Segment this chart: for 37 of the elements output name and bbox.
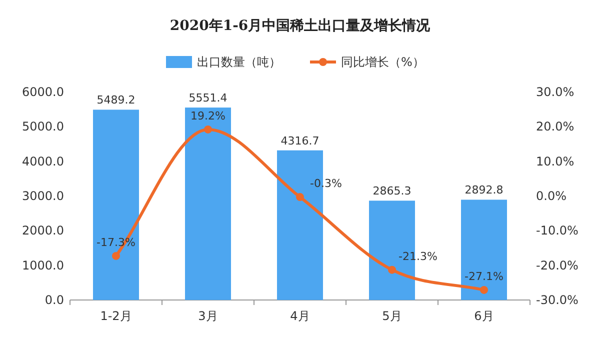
x-tick-label: 5月 <box>382 309 402 323</box>
y-tick-label: 4000.0 <box>22 154 64 168</box>
y2-tick-label: 30.0% <box>536 85 574 99</box>
point <box>204 125 212 134</box>
bar <box>93 110 139 300</box>
legend-label: 出口数量（吨） <box>197 55 281 69</box>
chart-title: 2020年1-6月中国稀土出口量及增长情况 <box>170 18 432 34</box>
data-label: 19.2% <box>190 109 226 122</box>
bar <box>185 108 231 300</box>
x-tick-label: 1-2月 <box>100 309 132 323</box>
y2-tick-label: -10.0% <box>536 224 578 238</box>
data-label: -27.1% <box>464 270 504 283</box>
data-label: 2865.3 <box>372 184 412 198</box>
data-label: 5489.2 <box>96 94 136 107</box>
x-tick-label: 4月 <box>290 309 310 323</box>
point <box>480 286 488 294</box>
x-tick-label: 6月 <box>474 309 494 323</box>
point <box>388 266 396 274</box>
bar <box>461 200 507 300</box>
y2-tick-label: -20.0% <box>536 258 578 272</box>
x-tick-label: 3月 <box>198 309 218 323</box>
y-tick-label: 6000.0 <box>22 85 64 99</box>
y2-tick-label: 0.0% <box>536 189 566 203</box>
y2-tick-label: 20.0% <box>536 120 574 134</box>
point <box>296 193 304 202</box>
legend-label: 同比增长（%） <box>341 55 424 69</box>
y-tick-label: 5000.0 <box>22 120 64 134</box>
y-tick-label: 0.0 <box>44 293 64 307</box>
point <box>112 252 120 260</box>
y-tick-label: 1000.0 <box>22 258 64 272</box>
y2-tick-label: -30.0% <box>536 293 578 307</box>
y-tick-label: 2000.0 <box>22 224 64 238</box>
data-label: 4316.7 <box>280 134 320 148</box>
data-label: 2892.8 <box>464 184 504 197</box>
y2-tick-label: 10.0% <box>536 154 574 168</box>
y-tick-label: 3000.0 <box>22 189 64 203</box>
data-label: 5551.4 <box>188 92 228 105</box>
